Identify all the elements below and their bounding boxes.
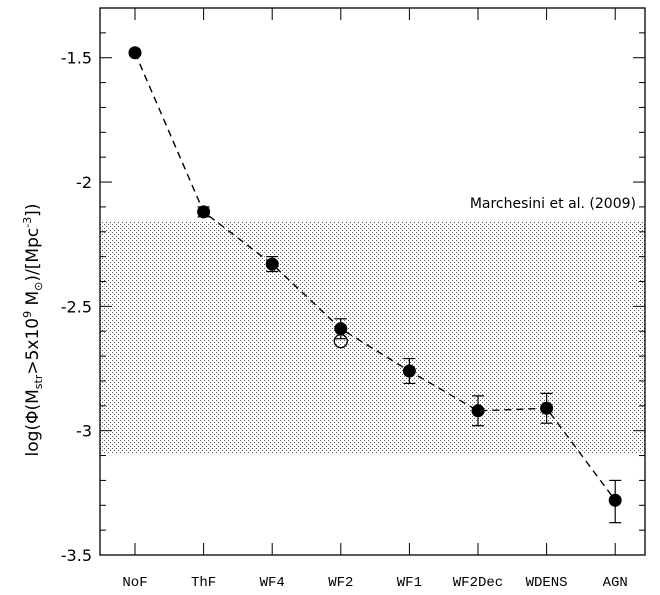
ylabel-mid3: )/[Mpc (23, 228, 43, 282)
y-tick-label: -2 (76, 173, 92, 192)
x-tick-label: WDENS (526, 575, 568, 591)
y-tick-label: -3 (76, 422, 92, 441)
x-tick-label: WF2Dec (453, 575, 503, 591)
y-tick-label: -1.5 (61, 49, 92, 68)
y-tick-label: -2.5 (61, 297, 92, 316)
x-tick-label: ThF (191, 575, 216, 591)
dashed-connector (134, 52, 616, 501)
ylabel-post: ]) (23, 204, 43, 217)
ylabel-sup1: 9 (21, 311, 34, 318)
x-tick-label: WF4 (260, 575, 285, 591)
ylabel-sup2: -3 (21, 217, 34, 228)
x-tick-label: WF2 (328, 575, 353, 591)
ylabel-mid: >5x10 (23, 318, 43, 375)
data-point-wdens (540, 401, 554, 415)
data-point-wf1 (402, 364, 416, 378)
data-point-wf4 (265, 257, 279, 271)
y-tick-label: -3.5 (61, 546, 92, 565)
marchesini-band-layer (100, 221, 645, 454)
x-tick-label: NoF (122, 575, 147, 591)
x-tick-label: AGN (603, 575, 628, 591)
x-tick-label: WF1 (397, 575, 422, 591)
ylabel-mid2: M (23, 291, 43, 311)
connector-line (134, 52, 616, 501)
data-point-nof (128, 46, 142, 60)
data-point-thf (197, 205, 211, 219)
data-point-wf2 (334, 322, 348, 336)
marchesini-band (100, 221, 645, 454)
data-point-wf2dec (471, 404, 485, 418)
data-points (128, 46, 622, 507)
open-point-wf2 (333, 334, 348, 349)
band-label: Marchesini et al. (2009) (470, 196, 636, 212)
ylabel-sub1: str (32, 374, 45, 389)
data-point-agn (608, 493, 622, 507)
ylabel-sub2: ⊙ (32, 282, 45, 291)
y-axis-label: log(Φ(Mstr>5x109 M⊙)/[Mpc-3]) (21, 204, 45, 457)
y-ticks: -1.5 -2 -2.5 -3 -3.5 (61, 7, 645, 565)
ylabel-pre: log(Φ(M (23, 389, 43, 456)
x-ticks: NoF ThF WF4 WF2 WF1 WF2Dec WDENS AGN (122, 8, 628, 591)
